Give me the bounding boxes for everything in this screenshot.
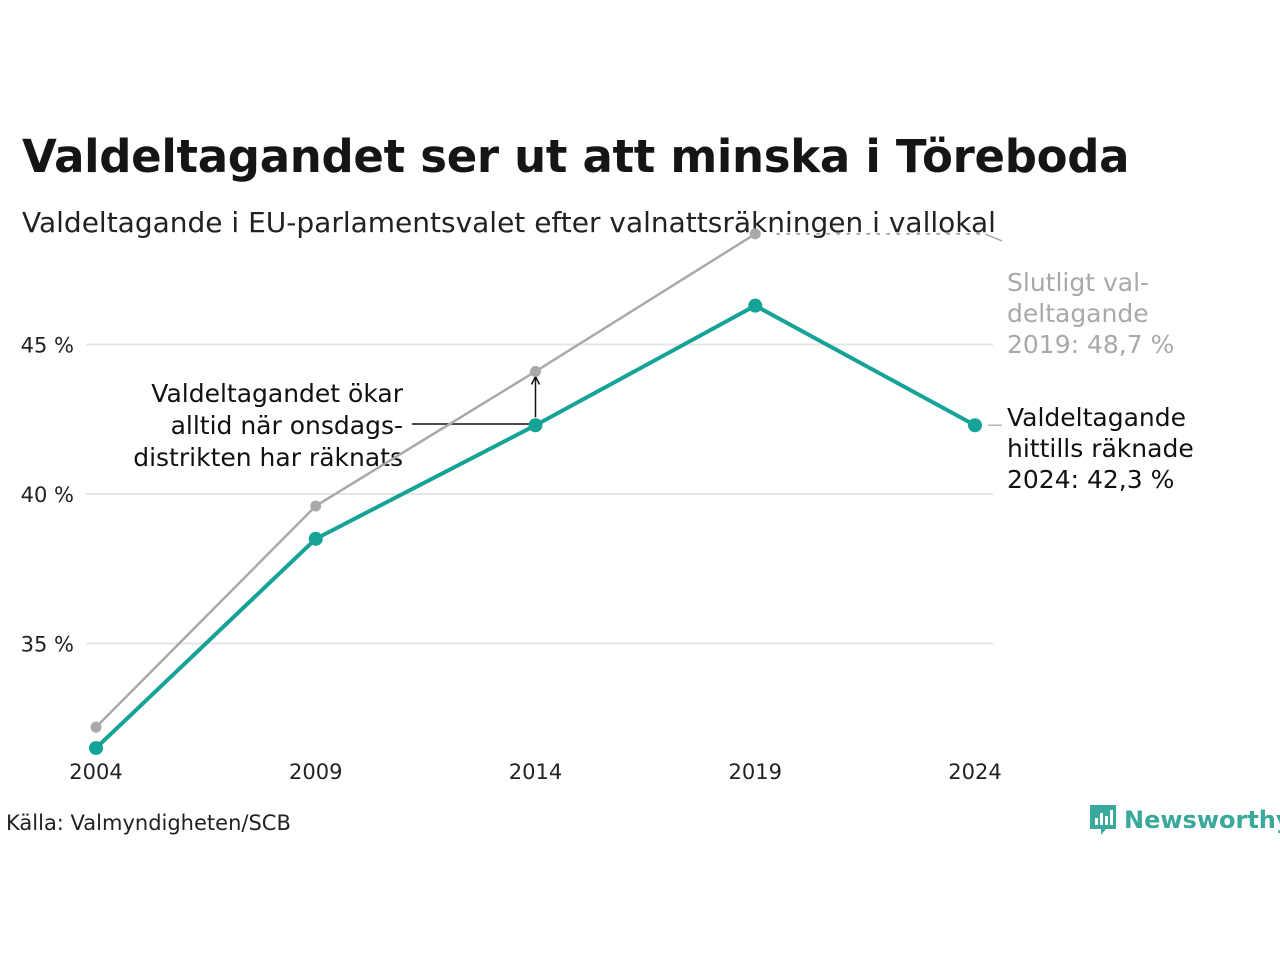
data-point-preliminary xyxy=(968,418,982,433)
final-2019-label: Slutligt val- xyxy=(1007,268,1149,297)
y-axis: 35 % 40 % 45 % xyxy=(21,334,74,657)
series-points xyxy=(89,228,982,756)
source-note: Källa: Valmyndigheten/SCB xyxy=(6,811,291,835)
wednesday-note-label: Valdeltagandet ökar xyxy=(151,379,403,408)
current-2024-label: Valdeltagande xyxy=(1007,403,1186,432)
data-point-preliminary xyxy=(748,298,763,313)
data-point-preliminary xyxy=(528,418,543,433)
brand-name: Newsworthy xyxy=(1124,806,1280,834)
newsworthy-logo-icon xyxy=(1090,805,1116,835)
x-axis: 2004 2009 2014 2019 2024 xyxy=(69,760,1001,784)
data-point-final xyxy=(530,365,541,377)
wednesday-note-label: alltid när onsdags- xyxy=(171,411,403,440)
chart-subtitle: Valdeltagande i EU-parlamentsvalet efter… xyxy=(22,206,996,239)
x-tick-label: 2014 xyxy=(509,760,562,784)
final-2019-label: deltagande xyxy=(1007,299,1149,328)
y-tick-label: 45 % xyxy=(21,334,74,358)
series-line-final xyxy=(94,232,757,729)
data-point-final xyxy=(749,228,761,240)
current-2024-label: 2024: 42,3 % xyxy=(1007,465,1174,494)
data-point-preliminary xyxy=(308,531,323,546)
final-2019-leader-tick xyxy=(984,233,1003,242)
y-tick-label: 35 % xyxy=(21,632,74,656)
chart-title: Valdeltagandet ser ut att minska i Töreb… xyxy=(22,130,1130,183)
current-2024-label: hittills räknade xyxy=(1007,434,1194,463)
x-tick-label: 2024 xyxy=(948,760,1001,784)
final-2019-label: 2019: 48,7 % xyxy=(1007,330,1174,359)
wednesday-note-label: distrikten har räknats xyxy=(133,443,403,472)
brand-logo[interactable]: Newsworthy xyxy=(1088,803,1280,837)
y-tick-label: 40 % xyxy=(21,483,74,507)
x-tick-label: 2009 xyxy=(289,760,342,784)
x-tick-label: 2004 xyxy=(69,760,122,784)
data-point-final xyxy=(310,500,322,512)
gridlines xyxy=(86,343,993,645)
data-point-final xyxy=(90,721,102,733)
x-tick-label: 2019 xyxy=(729,760,782,784)
data-point-preliminary xyxy=(89,741,103,756)
series-lines xyxy=(94,232,977,751)
